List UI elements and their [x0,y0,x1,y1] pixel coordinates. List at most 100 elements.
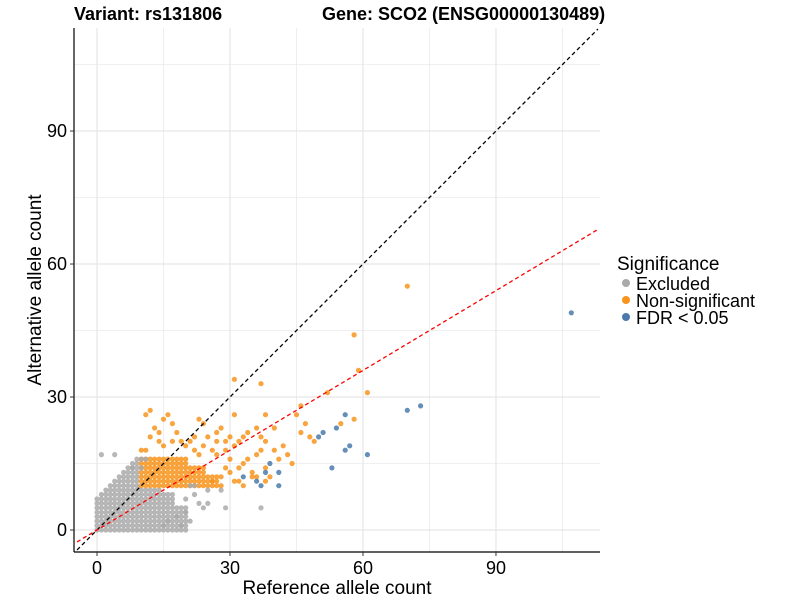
point-non-significant [169,456,175,462]
point-non-significant [156,469,162,475]
point-excluded [143,509,149,515]
point-non-significant [227,456,233,462]
point-excluded [121,523,127,529]
point-excluded [107,505,113,511]
point-non-significant [196,416,202,422]
point-non-significant [169,438,175,444]
point-excluded [98,496,104,502]
point-excluded [112,505,118,511]
legend-swatch-excluded [622,279,630,287]
point-excluded [103,491,109,498]
point-non-significant [152,465,158,471]
point-excluded [152,509,158,515]
point-excluded [165,500,171,506]
x-axis-label: Reference allele count [242,578,432,599]
point-excluded [152,487,158,493]
point-non-significant [169,460,175,467]
point-non-significant [262,465,269,471]
legend-swatch-nonsignificant [622,296,630,304]
point-non-significant [160,474,167,480]
point-non-significant [187,438,193,444]
point-excluded [121,469,127,475]
point-non-significant [178,474,184,480]
point-excluded [143,456,149,462]
point-non-significant [236,478,242,484]
point-fdr-0-05 [364,452,370,458]
axes: 0 30 60 90 0 30 60 90 [47,28,600,578]
point-excluded [129,460,136,467]
point-excluded [183,514,189,520]
point-non-significant [191,465,198,471]
point-non-significant [187,465,193,471]
point-excluded [103,514,109,520]
point-non-significant [231,376,237,382]
point-excluded [152,505,158,511]
point-excluded [147,527,153,533]
point-non-significant [165,469,171,475]
y-axis-label: Alternative allele count [25,194,46,386]
point-non-significant [174,465,180,471]
point-excluded [94,509,100,515]
point-non-significant [205,434,211,440]
point-non-significant [214,429,220,436]
point-excluded [98,518,104,524]
point-non-significant [223,438,229,444]
point-excluded [134,518,140,524]
point-excluded [134,496,140,502]
point-non-significant [143,483,149,489]
point-excluded [129,478,136,484]
point-non-significant [156,438,162,444]
point-excluded [107,509,113,515]
point-fdr-0-05 [254,478,260,484]
point-excluded [116,518,122,524]
point-excluded [129,523,136,529]
point-excluded [94,505,100,511]
point-non-significant [160,469,167,475]
point-non-significant [200,443,206,449]
point-non-significant [169,465,175,471]
point-non-significant [160,456,167,462]
point-non-significant [169,478,175,484]
point-non-significant [191,474,198,480]
point-excluded [112,483,118,489]
point-excluded [125,500,131,506]
point-non-significant [307,434,313,440]
point-excluded [169,496,175,502]
point-non-significant [143,469,149,475]
point-non-significant [174,474,180,480]
point-excluded [156,505,162,511]
point-excluded [103,505,109,511]
point-non-significant [205,478,211,484]
point-non-significant [338,421,344,427]
point-excluded [169,518,175,524]
x-tick-label: 30 [220,558,240,578]
point-excluded [138,496,144,502]
point-non-significant [254,425,260,431]
point-excluded [183,505,189,511]
point-excluded [116,500,122,506]
point-excluded [98,509,104,515]
point-non-significant [169,421,175,427]
point-excluded [121,509,127,515]
point-non-significant [196,478,202,484]
point-non-significant [214,452,220,458]
point-excluded [223,505,229,511]
point-non-significant [178,460,184,467]
point-excluded [129,518,136,524]
point-non-significant [143,465,149,471]
point-fdr-0-05 [568,310,574,316]
reference-line-fit [76,228,599,543]
point-excluded [143,523,149,529]
point-excluded [134,491,140,498]
point-non-significant [227,469,233,475]
point-excluded [143,505,149,511]
point-non-significant [174,456,180,462]
chart-title-gene: Gene: SCO2 (ENSG00000130489) [322,4,605,24]
point-fdr-0-05 [418,403,424,409]
point-excluded [98,514,104,520]
point-excluded [98,491,104,498]
point-non-significant [160,483,167,489]
point-non-significant [205,483,211,489]
point-excluded [191,491,198,498]
point-non-significant [240,483,246,489]
